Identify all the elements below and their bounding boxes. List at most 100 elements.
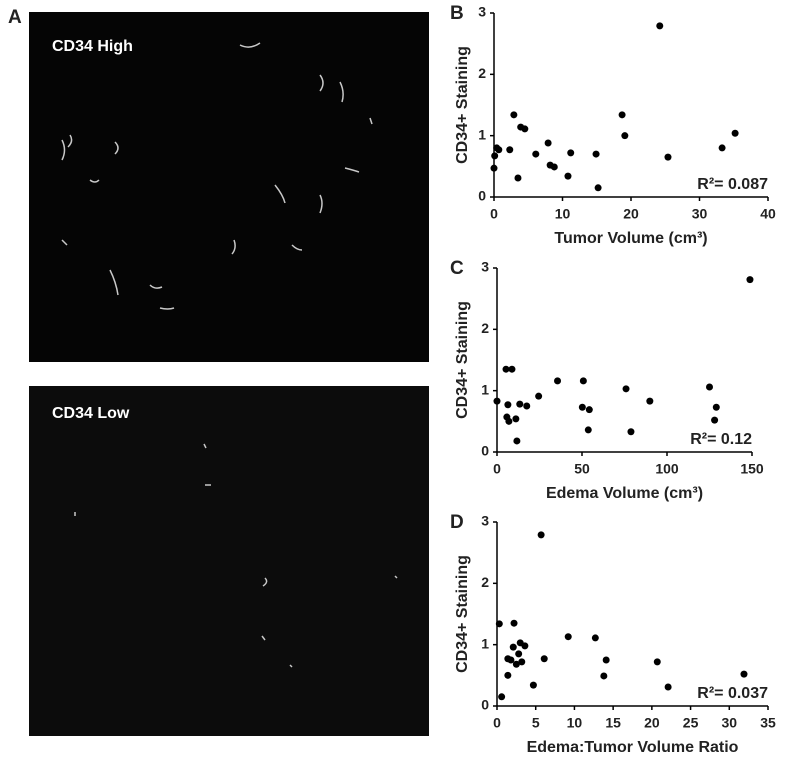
image-label: CD34 Low (52, 405, 130, 422)
y-tick-label: 3 (481, 513, 489, 529)
point (521, 642, 529, 650)
y-tick-label: 1 (478, 126, 486, 142)
y-axis-label: CD34+ Staining (454, 301, 471, 419)
point (653, 658, 661, 666)
point (508, 365, 516, 373)
point (585, 406, 593, 414)
x-tick-label: 150 (740, 461, 764, 477)
point (509, 643, 517, 651)
vessels (61, 42, 373, 310)
point (600, 672, 608, 680)
image-label: CD34 High (52, 38, 133, 55)
panel-label: C (450, 258, 464, 279)
point (505, 417, 513, 425)
x-tick-label: 30 (692, 206, 708, 222)
point (529, 681, 537, 689)
x-tick-label: 25 (683, 715, 699, 731)
x-tick-label: 0 (490, 206, 498, 222)
y-tick-label: 1 (481, 381, 489, 397)
point (544, 139, 552, 147)
point (664, 153, 672, 161)
point (554, 377, 562, 385)
y-axis-label: CD34+ Staining (454, 555, 471, 673)
point (621, 132, 629, 140)
point (540, 655, 548, 663)
y-tick-label: 0 (481, 697, 489, 713)
point (518, 658, 526, 666)
x-tick-label: 10 (555, 206, 571, 222)
point (618, 111, 626, 119)
y-tick-label: 0 (478, 188, 486, 204)
point (564, 172, 572, 180)
point (510, 619, 518, 627)
micrograph (29, 386, 429, 736)
panel-label: B (450, 3, 464, 24)
point (664, 683, 672, 691)
x-tick-label: 20 (623, 206, 639, 222)
annotation: R²= 0.087 (697, 176, 768, 193)
point (510, 111, 518, 119)
y-tick-label: 3 (481, 259, 489, 275)
y-tick-label: 2 (481, 320, 489, 336)
point (627, 428, 635, 436)
x-tick-label: 40 (760, 206, 776, 222)
point (532, 150, 540, 158)
point (516, 400, 524, 408)
y-tick-label: 2 (481, 574, 489, 590)
y-tick-label: 3 (478, 4, 486, 20)
point (584, 426, 592, 434)
point (495, 620, 503, 628)
y-tick-label: 0 (481, 443, 489, 459)
y-axis-label: CD34+ Staining (454, 46, 471, 164)
panel-label: D (450, 512, 464, 533)
point (493, 397, 501, 405)
point (504, 671, 512, 679)
point (502, 365, 510, 373)
point (512, 415, 520, 423)
point (594, 184, 602, 192)
point (507, 656, 515, 664)
point (504, 401, 512, 409)
x-tick-label: 15 (605, 715, 621, 731)
point (740, 670, 748, 678)
point (521, 125, 529, 133)
point (591, 634, 599, 642)
point (579, 377, 587, 385)
point (550, 163, 558, 171)
point (491, 152, 499, 160)
x-tick-label: 0 (493, 715, 501, 731)
x-axis-label: Edema:Tumor Volume Ratio (527, 739, 739, 756)
x-axis-label: Edema Volume (cm³) (546, 485, 703, 502)
x-tick-label: 50 (574, 461, 590, 477)
y-tick-label: 1 (481, 635, 489, 651)
annotation: R²= 0.037 (697, 685, 768, 702)
point (656, 22, 664, 30)
panel-label: A (8, 7, 22, 28)
x-tick-label: 5 (532, 715, 540, 731)
x-axis-label: Tumor Volume (cm³) (554, 230, 707, 247)
x-tick-label: 35 (760, 715, 776, 731)
point (512, 660, 520, 668)
point (495, 146, 503, 154)
point (506, 146, 514, 154)
x-tick-label: 20 (644, 715, 660, 731)
point (498, 693, 506, 701)
point (602, 656, 610, 664)
point (537, 531, 545, 539)
point (646, 397, 654, 405)
point (622, 385, 630, 393)
y-tick-label: 2 (478, 65, 486, 81)
x-tick-label: 100 (655, 461, 679, 477)
point (514, 174, 522, 182)
point (567, 149, 575, 157)
x-tick-label: 10 (567, 715, 583, 731)
point (711, 416, 719, 424)
point (592, 150, 600, 158)
point (718, 144, 726, 152)
x-tick-label: 0 (493, 461, 501, 477)
point (712, 403, 720, 411)
point (731, 129, 739, 137)
x-tick-label: 30 (721, 715, 737, 731)
point (490, 164, 498, 172)
